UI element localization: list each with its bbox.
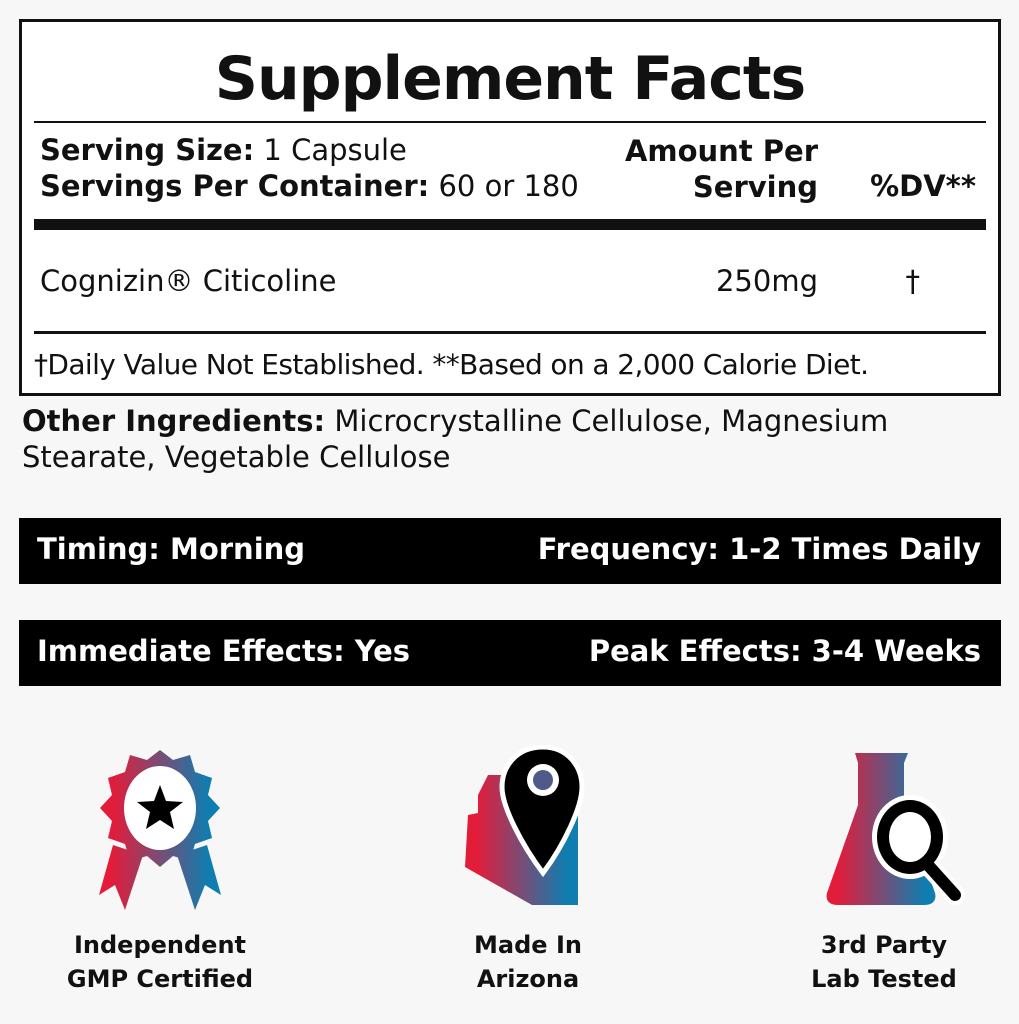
servings-value: 60 or 180 bbox=[438, 169, 579, 203]
timing: Timing: Morning bbox=[37, 532, 306, 566]
footnote: †Daily Value Not Established. **Based on… bbox=[34, 348, 869, 381]
badge-line2: GMP Certified bbox=[66, 965, 254, 993]
other-ingredients-line2: Stearate, Vegetable Cellulose bbox=[22, 440, 451, 474]
panel-title: Supplement Facts bbox=[214, 44, 807, 114]
timing-bar: Timing: Morning Frequency: 1-2 Times Dai… bbox=[19, 518, 1001, 584]
flask-magnifier-icon bbox=[826, 753, 965, 905]
badge-line1: Independent bbox=[73, 931, 247, 959]
effects-bar: Immediate Effects: Yes Peak Effects: 3-4… bbox=[19, 620, 1001, 686]
badge-line2: Arizona bbox=[476, 965, 580, 993]
arizona-map-pin-icon bbox=[465, 745, 585, 905]
badge-line2: Lab Tested bbox=[811, 965, 957, 993]
serving-size-label: Serving Size: bbox=[40, 133, 255, 167]
other-ingredients: Other Ingredients: Microcrystalline Cell… bbox=[22, 404, 888, 438]
badge-arizona-label: Made In Arizona bbox=[398, 928, 658, 996]
supplement-facts-panel: Supplement Facts Serving Size: 1 Capsule… bbox=[19, 19, 1001, 396]
badge-lab-label: 3rd Party Lab Tested bbox=[754, 928, 1014, 996]
peak-effects: Peak Effects: 3-4 Weeks bbox=[588, 634, 981, 668]
award-ribbon-star-icon bbox=[99, 750, 221, 910]
badge-line1: Made In bbox=[474, 931, 582, 959]
divider bbox=[34, 121, 986, 123]
thick-divider bbox=[34, 219, 986, 230]
servings-label: Servings Per Container: bbox=[40, 169, 430, 203]
amount-header: Amount Per Serving bbox=[625, 133, 818, 205]
other-ingredients-line1: Microcrystalline Cellulose, Magnesium bbox=[334, 404, 889, 438]
serving-size: Serving Size: 1 Capsule bbox=[40, 133, 407, 167]
amount-header-line1: Amount Per bbox=[624, 134, 818, 168]
ingredient-dv: † bbox=[905, 264, 921, 298]
badge-line1: 3rd Party bbox=[820, 931, 948, 959]
serving-size-value: 1 Capsule bbox=[263, 133, 407, 167]
dv-header: %DV** bbox=[870, 169, 976, 203]
immediate-effects: Immediate Effects: Yes bbox=[37, 634, 411, 668]
badge-gmp-label: Independent GMP Certified bbox=[30, 928, 290, 996]
ingredient-name: Cognizin® Citicoline bbox=[40, 264, 337, 298]
divider bbox=[34, 331, 986, 334]
frequency: Frequency: 1-2 Times Daily bbox=[537, 532, 981, 566]
amount-header-line2: Serving bbox=[692, 170, 818, 204]
other-ingredients-label: Other Ingredients: bbox=[22, 404, 326, 438]
ingredient-amount: 250mg bbox=[715, 264, 818, 298]
servings-per-container: Servings Per Container: 60 or 180 bbox=[40, 169, 579, 203]
